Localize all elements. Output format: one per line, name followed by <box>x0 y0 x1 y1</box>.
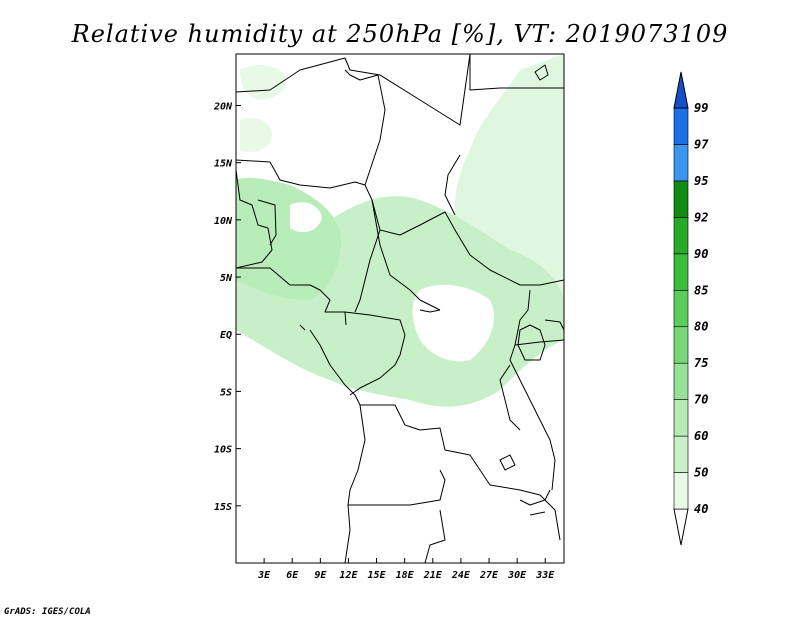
y-tick-label: 10S <box>214 445 232 456</box>
clear-area <box>412 284 494 362</box>
colorbar-label: 40 <box>694 502 708 516</box>
colorbar-segment <box>673 362 689 400</box>
humidity-patch-small <box>240 118 272 152</box>
y-tick-label: 5S <box>220 387 232 398</box>
x-tick-label: 24E <box>451 570 471 581</box>
colorbar-label: 80 <box>694 320 708 334</box>
x-tick-label: 30E <box>507 570 527 581</box>
y-tick-label: 10N <box>214 216 233 227</box>
colorbar-label: 75 <box>694 356 708 370</box>
humidity-shading <box>236 54 564 407</box>
y-tick-label: EQ <box>220 330 232 341</box>
x-tick-label: 12E <box>339 570 358 581</box>
colorbar-label: 97 <box>694 137 709 151</box>
x-tick-label: 3E <box>257 570 271 581</box>
colorbar-segment <box>673 144 689 182</box>
grads-credit: GrADS: IGES/COLA <box>4 607 91 617</box>
map-panel: 3E 6E 9E 12E 15E 18E 21E 24E 27E 30E 33E 20N 15N 10N… <box>213 53 565 581</box>
clear-area <box>290 202 322 233</box>
colorbar-segment <box>673 217 689 255</box>
x-tick-label: 9E <box>314 570 327 581</box>
colorbar-label: 60 <box>694 429 708 443</box>
y-tick-label: 20N <box>213 101 233 112</box>
colorbar-segment <box>673 435 689 473</box>
y-tick-label: 5N <box>220 273 233 284</box>
colorbar-segment <box>673 399 689 437</box>
latitude-ticks: 20N 15N 10N 5N EQ 5S 10S 15S <box>213 101 241 513</box>
longitude-ticks: 3E 6E 9E 12E 15E 18E 21E 24E 27E 30E 33E <box>257 558 555 581</box>
colorbar-segment <box>673 326 689 364</box>
colorbar-label: 92 <box>694 210 708 224</box>
x-tick-label: 27E <box>479 570 499 581</box>
x-tick-label: 18E <box>396 570 415 581</box>
colorbar-segment <box>673 253 689 291</box>
colorbar-label: 50 <box>694 466 708 480</box>
colorbar-segment <box>673 472 689 510</box>
colorbar-label: 85 <box>694 283 708 297</box>
colorbar-top-arrow <box>673 71 689 109</box>
colorbar-label: 99 <box>694 101 708 115</box>
x-tick-label: 21E <box>423 570 443 581</box>
y-tick-label: 15N <box>214 159 233 170</box>
colorbar-label: 70 <box>694 393 708 407</box>
colorbar-bottom-arrow <box>673 508 689 546</box>
colorbar-segment <box>673 180 689 218</box>
colorbar-segment <box>673 289 689 328</box>
colorbar-label: 95 <box>694 174 708 188</box>
colorbar-label: 90 <box>694 247 708 261</box>
colorbar: 40 50 60 70 75 80 85 90 92 95 97 99 <box>673 71 709 546</box>
x-tick-label: 6E <box>286 570 299 581</box>
country-borders <box>236 54 564 563</box>
x-tick-label: 15E <box>368 570 387 581</box>
map-frame <box>235 53 565 564</box>
y-tick-label: 15S <box>214 502 232 513</box>
x-tick-label: 33E <box>535 570 555 581</box>
figure-title: Relative humidity at 250hPa [%], VT: 201… <box>71 20 729 48</box>
colorbar-segment <box>673 107 689 145</box>
